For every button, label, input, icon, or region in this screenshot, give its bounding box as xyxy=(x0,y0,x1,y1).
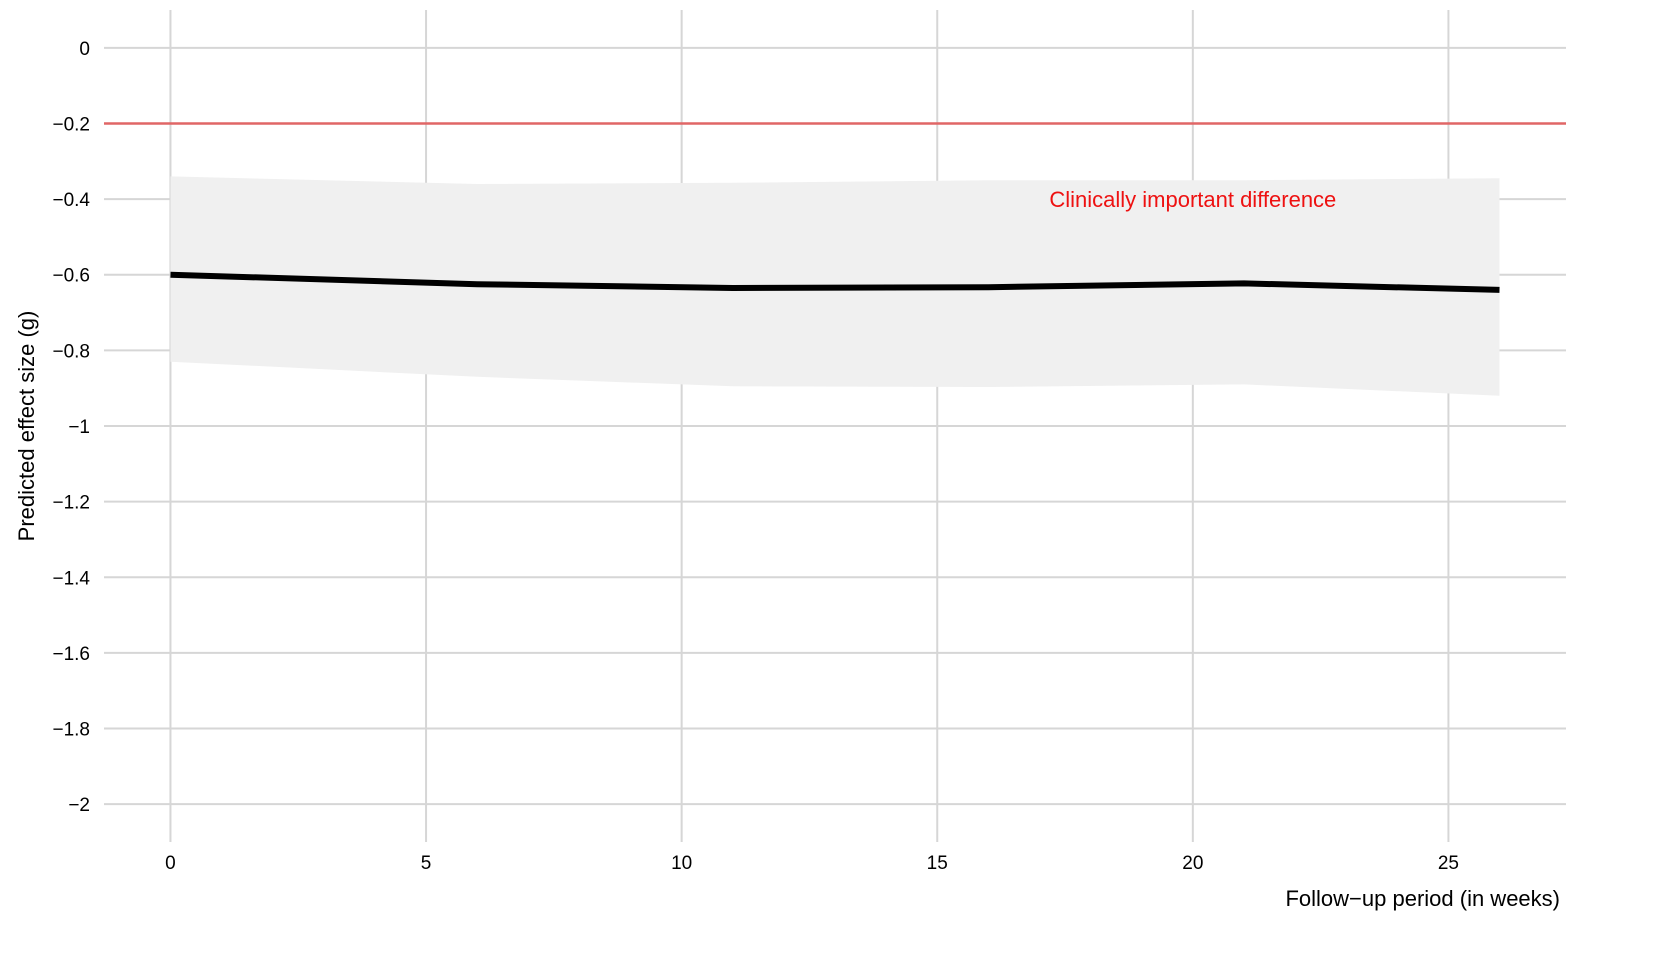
y-tick-label: 0 xyxy=(79,39,90,60)
series-line-layer xyxy=(170,271,1500,293)
y-tick-label: −0.8 xyxy=(52,341,90,362)
y-tick-label: −2 xyxy=(68,795,90,816)
x-tick-label: 5 xyxy=(421,853,432,874)
x-tick-label: 20 xyxy=(1182,853,1203,874)
series-line xyxy=(170,271,1500,293)
y-tick-label: −0.6 xyxy=(52,266,90,287)
y-tick-label: −1.4 xyxy=(52,568,90,589)
y-tick-label: −1 xyxy=(68,417,90,438)
x-tick-label: 15 xyxy=(927,853,948,874)
y-tick-label: −1.2 xyxy=(52,493,90,514)
x-tick-label: 10 xyxy=(671,853,692,874)
y-tick-label: −1.8 xyxy=(52,720,90,741)
grid xyxy=(104,10,1566,842)
reference-line-label: Clinically important difference xyxy=(1049,187,1336,212)
y-axis-label: Predicted effect size (g) xyxy=(14,311,39,542)
y-tick-label: −1.6 xyxy=(52,644,90,665)
x-tick-label: 0 xyxy=(165,853,176,874)
y-tick-label: −0.2 xyxy=(52,114,90,135)
tick-labels: 0 −0.2 −0.4 −0.6 −0.8 −1 −1.2 −1.4 −1.6 −1.8 −2 0 5 1… xyxy=(52,39,1459,874)
y-tick-label: −0.4 xyxy=(52,190,90,211)
x-axis-label: Follow−up period (in weeks) xyxy=(1285,886,1560,911)
x-tick-label: 25 xyxy=(1438,853,1459,874)
